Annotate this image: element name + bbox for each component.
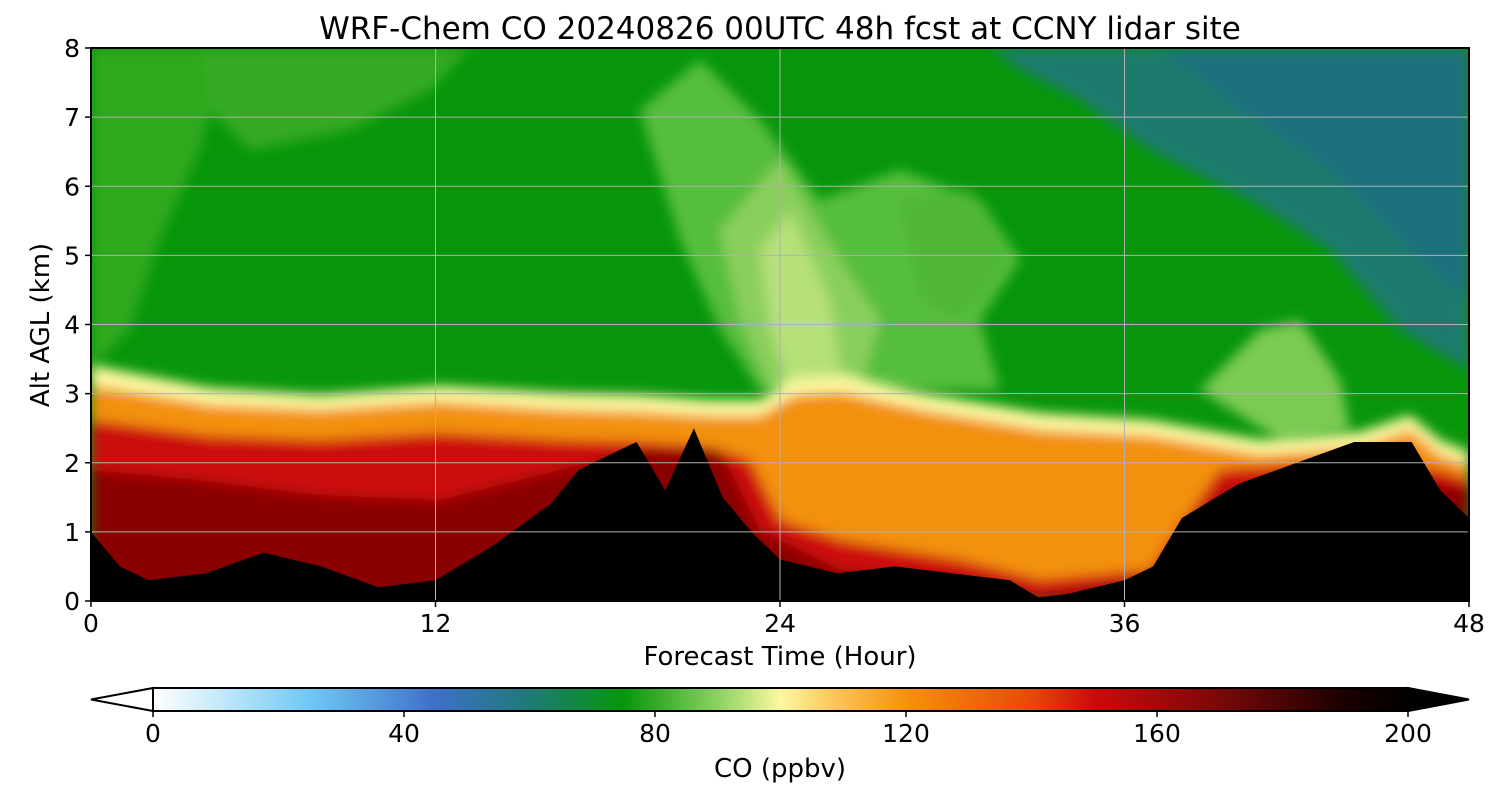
x-axis: 0 12 24 36 48 [83, 601, 1485, 638]
y-tick-label: 2 [64, 449, 80, 478]
x-tick-label: 48 [1453, 609, 1485, 638]
colorbar-tick-label: 200 [1384, 719, 1432, 748]
light-green-band-left [91, 48, 230, 370]
y-tick-label: 6 [64, 172, 80, 201]
colorbar-tick-label: 80 [639, 719, 671, 748]
x-tick-label: 0 [83, 609, 99, 638]
colorbar-tick-label: 40 [388, 719, 420, 748]
right-plume [1200, 320, 1350, 440]
colorbar-ticks: 0 40 80 120 160 200 [145, 711, 1432, 748]
upper-tracer-field [91, 48, 1469, 440]
colorbar-tick-label: 120 [882, 719, 930, 748]
colorbar-body [152, 687, 1409, 712]
chart-title: WRF-Chem CO 20240826 00UTC 48h fcst at C… [319, 11, 1241, 47]
colorbar-label: CO (ppbv) [714, 754, 846, 784]
y-axis-label: Alt AGL (km) [26, 243, 56, 407]
colorbar-low-extension [90, 686, 154, 713]
y-tick-label: 1 [64, 518, 80, 547]
colorbar-high-extension [1407, 686, 1470, 713]
light-green-patch-top [200, 48, 470, 150]
y-tick-label: 8 [64, 34, 80, 63]
y-tick-label: 0 [64, 587, 80, 616]
x-tick-label: 24 [764, 609, 796, 638]
low-co-core [1160, 48, 1469, 300]
y-tick-label: 7 [64, 103, 80, 132]
y-tick-label: 4 [64, 311, 80, 340]
y-tick-label: 3 [64, 380, 80, 409]
x-tick-label: 36 [1109, 609, 1141, 638]
x-axis-label: Forecast Time (Hour) [643, 642, 916, 672]
x-tick-label: 12 [420, 609, 452, 638]
y-axis: 0 1 2 3 4 5 6 7 8 [64, 34, 91, 616]
y-tick-label: 5 [64, 241, 80, 270]
colorbar-tick-label: 160 [1133, 719, 1181, 748]
colorbar: 0 40 80 120 160 200 CO (ppbv) [90, 686, 1470, 784]
plume-outer [640, 60, 1020, 390]
colorbar-tick-label: 0 [145, 719, 161, 748]
